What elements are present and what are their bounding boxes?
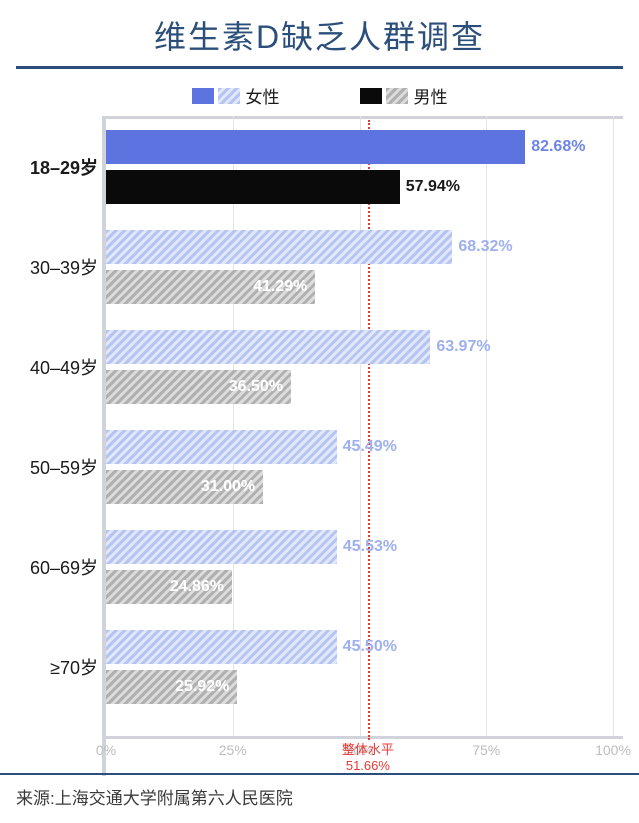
bar-male: 36.50%: [106, 370, 291, 404]
bar-value-label: 82.68%: [531, 138, 585, 156]
source-prefix: 来源:: [16, 789, 55, 808]
bar-value-label: 63.97%: [436, 338, 490, 356]
bottom-divider: [0, 773, 639, 775]
y-category-label: 18–29岁: [14, 154, 98, 180]
bar-value-label: 25.92%: [175, 678, 229, 696]
chart-title: 维生素D缺乏人群调查: [16, 12, 623, 69]
bar-value-label: 45.50%: [343, 638, 397, 656]
y-category-label: 40–49岁: [14, 354, 98, 380]
x-tick-label: 75%: [472, 742, 500, 798]
bar-male: 25.92%: [106, 670, 237, 704]
legend-female-swatch-solid: [192, 88, 214, 104]
source-line: 来源:上海交通大学附属第六人民医院: [16, 784, 293, 809]
bar-male: 41.29%: [106, 270, 315, 304]
bar-value-label: 45.53%: [343, 538, 397, 556]
age-group: 18–29岁82.68%57.94%: [106, 130, 613, 204]
age-group: 60–69岁45.53%24.86%: [106, 530, 613, 604]
bar-male: 31.00%: [106, 470, 263, 504]
reference-label-top: 整体水平: [342, 742, 394, 758]
legend-male: 男性: [360, 83, 448, 108]
bar-value-label: 31.00%: [201, 478, 255, 496]
bar-value-label: 57.94%: [406, 178, 460, 196]
legend-male-label: 男性: [414, 83, 448, 108]
chart-area: 0%25%50%75%100%整体水平51.66%18–29岁82.68%57.…: [102, 116, 613, 776]
bar-value-label: 45.49%: [343, 438, 397, 456]
y-category-label: 60–69岁: [14, 554, 98, 580]
bar-female: 45.49%: [106, 430, 337, 464]
reference-label: 整体水平51.66%: [342, 742, 394, 814]
gridline: [613, 116, 614, 736]
bar-value-label: 41.29%: [253, 278, 307, 296]
bar-female: 82.68%: [106, 130, 525, 164]
age-group: 40–49岁63.97%36.50%: [106, 330, 613, 404]
y-category-label: 50–59岁: [14, 454, 98, 480]
y-category-label: ≥70岁: [14, 654, 98, 680]
legend-male-swatch-pattern: [386, 88, 408, 104]
legend-female: 女性: [192, 83, 280, 108]
legend: 女性 男性: [16, 69, 623, 116]
bar-value-label: 36.50%: [229, 378, 283, 396]
bar-male: 24.86%: [106, 570, 232, 604]
bar-female: 68.32%: [106, 230, 452, 264]
bar-female: 63.97%: [106, 330, 430, 364]
age-group: 30–39岁68.32%41.29%: [106, 230, 613, 304]
age-group: 50–59岁45.49%31.00%: [106, 430, 613, 504]
legend-female-swatch-pattern: [218, 88, 240, 104]
bar-female: 45.53%: [106, 530, 337, 564]
y-category-label: 30–39岁: [14, 254, 98, 280]
source-text: 上海交通大学附属第六人民医院: [55, 789, 293, 808]
legend-male-swatch-solid: [360, 88, 382, 104]
legend-female-label: 女性: [246, 83, 280, 108]
x-tick-label: 100%: [595, 742, 631, 798]
bar-female: 45.50%: [106, 630, 337, 664]
age-group: ≥70岁45.50%25.92%: [106, 630, 613, 704]
reference-label-bottom: 51.66%: [342, 758, 394, 774]
bar-value-label: 68.32%: [458, 238, 512, 256]
bar-value-label: 24.86%: [170, 578, 224, 596]
bar-male: 57.94%: [106, 170, 400, 204]
